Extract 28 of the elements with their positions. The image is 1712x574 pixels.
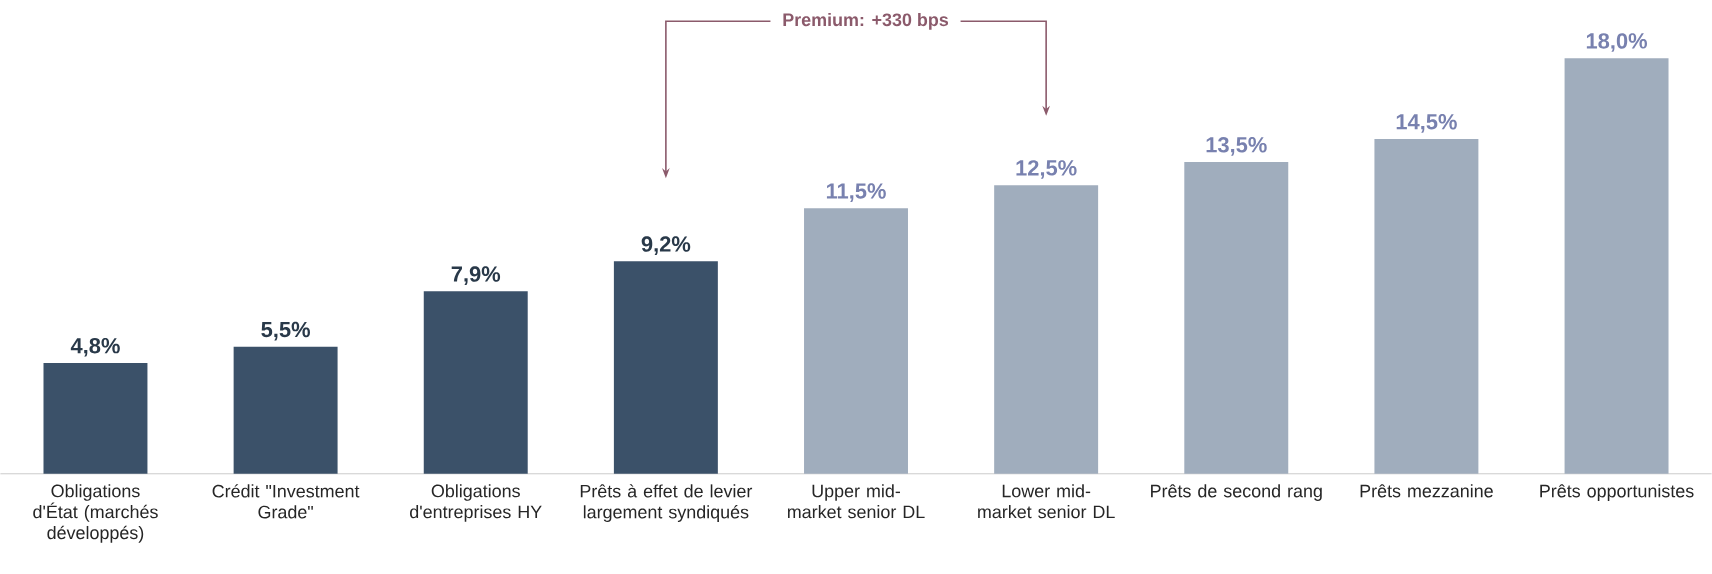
x-tick-label: Prêts de second rang xyxy=(1151,484,1322,502)
x-tick-label: Upper mid-market senior DL xyxy=(787,484,925,519)
data-label: 7,9% xyxy=(451,266,501,286)
bar xyxy=(613,261,718,474)
bar xyxy=(1184,162,1289,474)
x-tick-label: Lower mid-market senior DL xyxy=(978,484,1115,519)
bar xyxy=(1564,58,1669,474)
x-tick-label: Obligations d'État (marchés développés) xyxy=(33,484,158,543)
data-label: 11,5% xyxy=(826,183,886,203)
x-tick-label: Crédit "Investment Grade" xyxy=(212,484,360,519)
bar xyxy=(1374,139,1479,474)
text: Premium: +330 bps xyxy=(783,13,949,30)
data-label: 14,5% xyxy=(1396,114,1457,133)
data-label: 5,5% xyxy=(261,321,310,341)
data-label: 4,8% xyxy=(70,338,120,357)
data-label: 9,2% xyxy=(641,236,691,256)
bar xyxy=(423,291,528,474)
bar xyxy=(233,346,338,474)
x-tick-label: Prêts à effet de levier largement syndiqués xyxy=(580,484,753,523)
x-tick-label: Prêts opportunistes xyxy=(1540,484,1694,502)
bar xyxy=(994,185,1099,474)
data-label: 12,5% xyxy=(1016,160,1077,179)
data-label: 13,5% xyxy=(1206,137,1267,156)
data-label: 18,0% xyxy=(1586,33,1648,52)
bar xyxy=(804,208,908,474)
bar xyxy=(43,363,148,474)
x-tick-label: Prêts mezzanine xyxy=(1360,484,1493,498)
x-tick-label: Obligations d'entreprises HY xyxy=(410,484,542,522)
